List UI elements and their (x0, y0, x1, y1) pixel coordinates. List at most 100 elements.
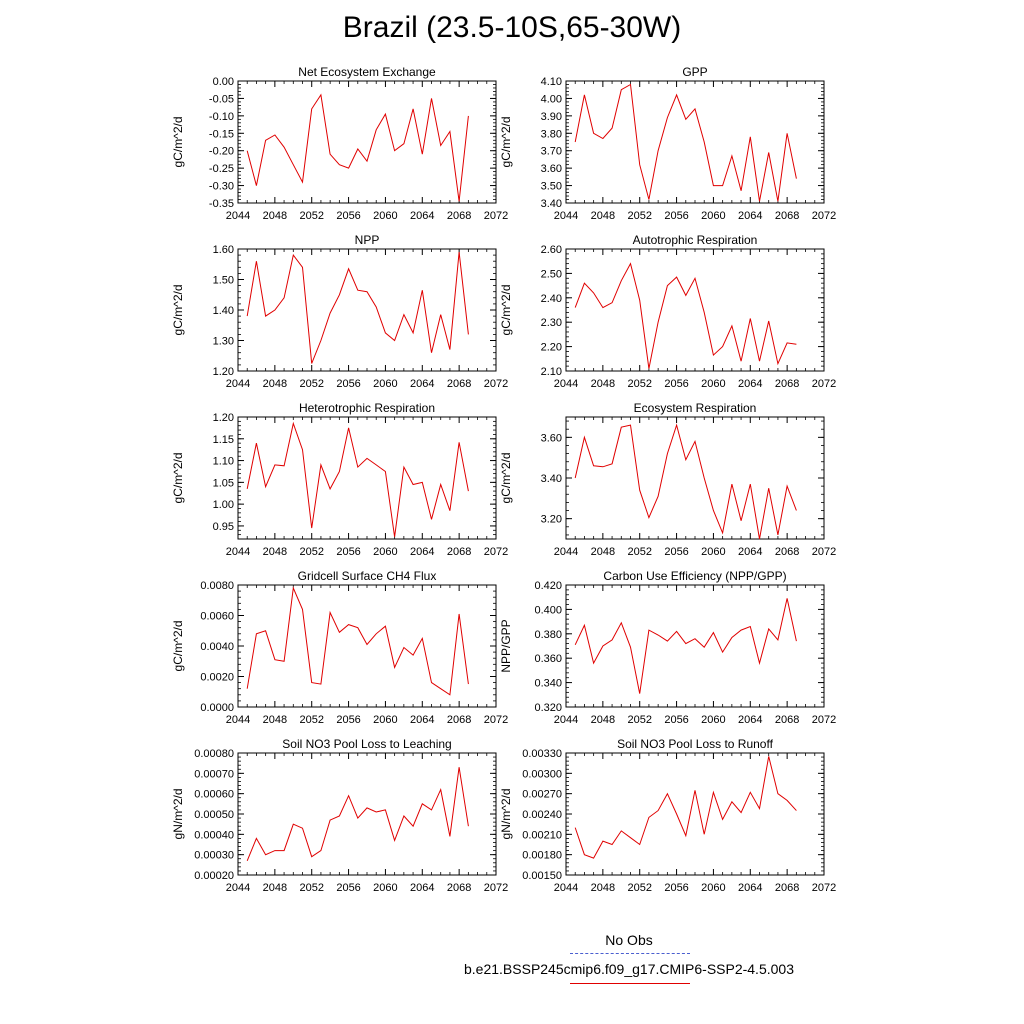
y-tick-label: 0.00080 (194, 748, 234, 760)
y-tick-label: 3.20 (541, 514, 562, 526)
x-tick-label: 2060 (373, 378, 397, 390)
y-tick-label: 3.50 (541, 181, 562, 193)
x-tick-label: 2060 (373, 546, 397, 558)
y-tick-label: 0.00 (213, 76, 234, 88)
y-tick-label: 1.05 (213, 477, 234, 489)
x-tick-label: 2048 (263, 714, 287, 726)
chart-title: Carbon Use Efficiency (NPP/GPP) (603, 569, 786, 583)
chart-panel-3: NPP gC/m^2/d 2044 2048 2052 2056 2060 2064 2068 2… (171, 233, 508, 390)
y-tick-label: 1.50 (213, 275, 234, 287)
chart-title: Net Ecosystem Exchange (298, 65, 436, 79)
x-tick-label: 2056 (664, 210, 688, 222)
chart-title: Gridcell Surface CH4 Flux (298, 569, 437, 583)
x-tick-label: 2056 (664, 546, 688, 558)
y-tick-label: 0.380 (534, 629, 562, 641)
x-tick-label: 2068 (775, 714, 799, 726)
y-axis-label: NPP/GPP (499, 619, 513, 672)
y-tick-label: 0.320 (534, 702, 562, 714)
plot-frame (565, 584, 825, 708)
x-tick-label: 2072 (812, 378, 836, 390)
series-line (574, 423, 797, 540)
y-tick-label: 1.10 (213, 456, 234, 468)
x-tick-label: 2044 (554, 882, 578, 894)
x-tick-label: 2064 (738, 546, 762, 558)
x-tick-label: 2064 (738, 378, 762, 390)
y-tick-label: 0.00330 (522, 748, 562, 760)
x-tick-label: 2068 (775, 378, 799, 390)
chart-panel-8: Carbon Use Efficiency (NPP/GPP) NPP/GPP 20… (499, 569, 836, 726)
x-tick-label: 2048 (263, 378, 287, 390)
x-tick-label: 2056 (336, 714, 360, 726)
y-tick-label: 0.00180 (522, 850, 562, 862)
x-tick-label: 2044 (554, 714, 578, 726)
y-tick-label: 4.10 (541, 76, 562, 88)
y-tick-label: 0.360 (534, 653, 562, 665)
x-tick-label: 2072 (812, 714, 836, 726)
x-tick-label: 2064 (410, 714, 434, 726)
series-line (574, 598, 797, 694)
plot-frame (565, 752, 825, 876)
y-tick-label: -0.25 (209, 163, 234, 175)
page-title: Brazil (23.5-10S,65-30W) (342, 11, 682, 44)
y-axis-label: gN/m^2/d (499, 789, 513, 840)
y-tick-label: 0.95 (213, 521, 234, 533)
y-tick-label: 1.30 (213, 336, 234, 348)
x-tick-label: 2072 (812, 882, 836, 894)
y-tick-label: 3.60 (541, 163, 562, 175)
legend-obs-label: No Obs (605, 932, 653, 948)
x-tick-label: 2048 (591, 210, 615, 222)
legend-model-label: b.e21.BSSP245cmip6.f09_g17.CMIP6-SSP2-4.… (464, 961, 794, 977)
x-tick-label: 2060 (701, 882, 725, 894)
y-tick-label: 0.00020 (194, 870, 234, 882)
y-tick-label: -0.05 (209, 93, 234, 105)
chart-panel-1: Net Ecosystem Exchange gC/m^2/d 2044 2048 20… (171, 65, 508, 222)
x-tick-label: 2048 (591, 546, 615, 558)
y-tick-label: 2.60 (541, 244, 562, 256)
legend-obs-line (570, 953, 690, 954)
chart-panel-10: Soil NO3 Pool Loss to Runoff gN/m^2/d 2044… (499, 737, 836, 894)
y-axis-label: gC/m^2/d (171, 117, 185, 168)
x-tick-label: 2072 (484, 210, 508, 222)
x-tick-label: 2060 (701, 546, 725, 558)
x-tick-label: 2072 (484, 546, 508, 558)
x-tick-label: 2064 (410, 210, 434, 222)
y-axis-label: gC/m^2/d (171, 285, 185, 336)
x-tick-label: 2064 (410, 546, 434, 558)
x-tick-label: 2072 (812, 546, 836, 558)
y-tick-label: 0.00270 (522, 789, 562, 801)
y-tick-label: 0.0080 (200, 580, 234, 592)
x-tick-label: 2044 (554, 210, 578, 222)
x-tick-label: 2048 (591, 714, 615, 726)
x-tick-label: 2056 (664, 378, 688, 390)
x-tick-label: 2056 (336, 378, 360, 390)
y-tick-label: 1.60 (213, 244, 234, 256)
y-tick-label: 0.00240 (522, 809, 562, 821)
x-tick-label: 2072 (812, 210, 836, 222)
x-tick-label: 2060 (701, 714, 725, 726)
x-tick-label: 2068 (447, 714, 471, 726)
series-line (574, 83, 797, 202)
legend-model-line (570, 983, 690, 984)
x-tick-label: 2044 (226, 882, 250, 894)
x-tick-label: 2068 (775, 210, 799, 222)
x-tick-label: 2044 (554, 546, 578, 558)
y-tick-label: 1.20 (213, 366, 234, 378)
plot-frame (565, 416, 825, 540)
y-tick-label: 0.0060 (200, 611, 234, 623)
y-tick-label: 0.0000 (200, 702, 234, 714)
x-tick-label: 2060 (373, 210, 397, 222)
x-tick-label: 2060 (701, 378, 725, 390)
x-tick-label: 2052 (299, 210, 323, 222)
y-tick-label: -0.35 (209, 198, 234, 210)
x-tick-label: 2052 (627, 210, 651, 222)
y-tick-label: -0.20 (209, 146, 234, 158)
y-axis-label: gC/m^2/d (171, 453, 185, 504)
x-tick-label: 2064 (738, 882, 762, 894)
plot-frame (565, 80, 825, 204)
x-tick-label: 2052 (299, 882, 323, 894)
y-tick-label: 3.80 (541, 128, 562, 140)
plot-frame (565, 248, 825, 372)
x-tick-label: 2048 (263, 882, 287, 894)
x-tick-label: 2068 (447, 210, 471, 222)
